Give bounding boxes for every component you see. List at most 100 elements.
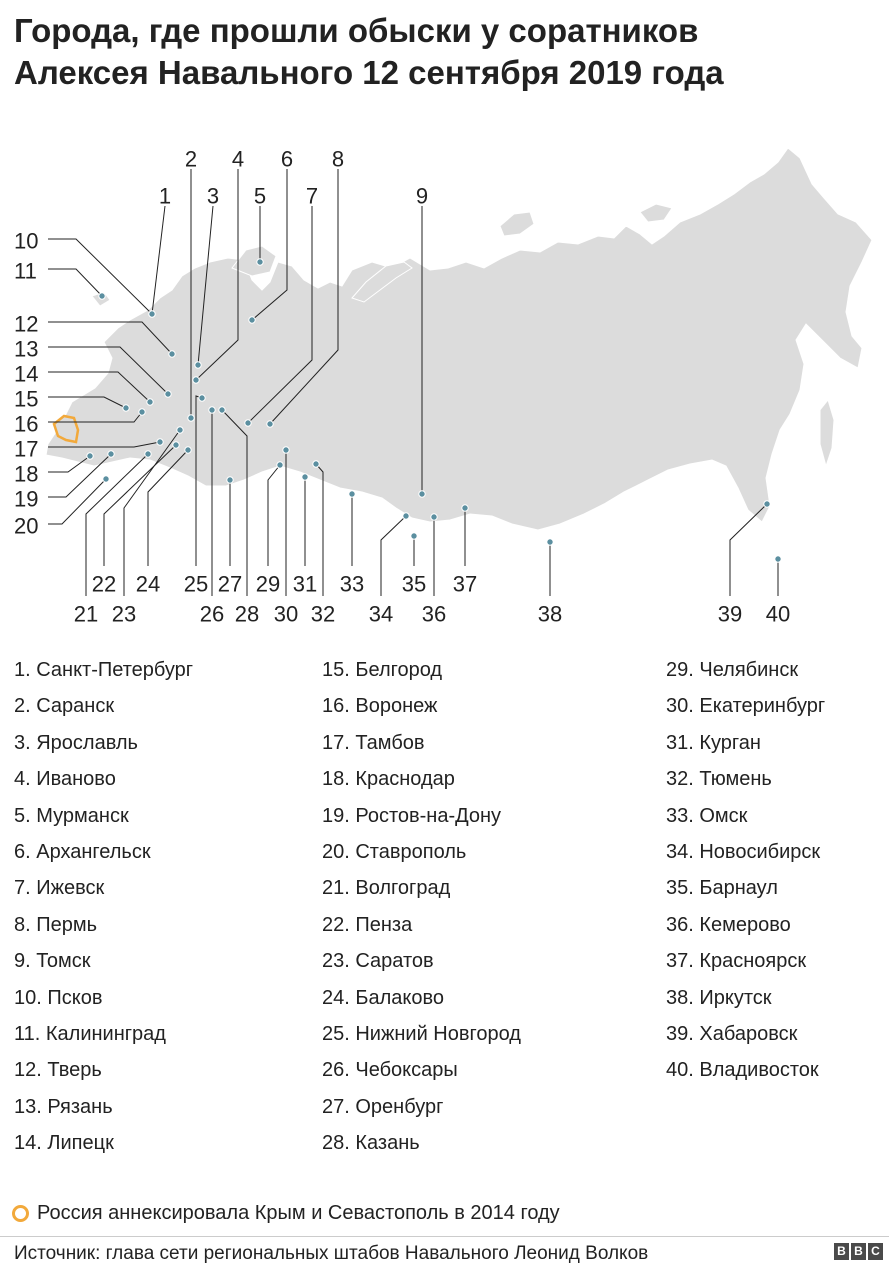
city-number-label: 6 bbox=[281, 147, 293, 172]
city-list-column-3: 29. Челябинск 30. Екатеринбург 31. Курган 3… bbox=[666, 656, 825, 1093]
city-number-label: 27 bbox=[218, 572, 242, 597]
map-area: 1 2 3 4 5 6 7 8 9 10 11 12 13 14 15 16 17 18 19 20 21 22 23 24 2… bbox=[0, 130, 889, 630]
city-list-item: 1. Санкт-Петербург bbox=[14, 659, 194, 681]
city-dot bbox=[144, 450, 152, 458]
city-number-label: 34 bbox=[369, 602, 393, 627]
city-number-label: 29 bbox=[256, 572, 280, 597]
city-number-label: 16 bbox=[14, 412, 38, 437]
city-list-item: 40. Владивосток bbox=[666, 1059, 819, 1082]
city-number-label: 23 bbox=[112, 602, 136, 627]
city-list-item: 31. Курган bbox=[666, 731, 761, 754]
city-number-label: 26 bbox=[200, 602, 224, 627]
new-siberian-islands bbox=[639, 203, 673, 223]
leader-line bbox=[729, 503, 768, 596]
city-list-item: 22. Пенза bbox=[322, 913, 413, 936]
footer-divider bbox=[0, 1236, 889, 1237]
city-dot bbox=[86, 452, 94, 460]
city-number-label: 15 bbox=[14, 387, 38, 412]
city-dot bbox=[187, 414, 195, 422]
city-dot bbox=[176, 426, 184, 434]
city-number-label: 35 bbox=[402, 572, 426, 597]
city-dot bbox=[184, 446, 192, 454]
city-number-label: 20 bbox=[14, 514, 38, 539]
city-dot bbox=[156, 438, 164, 446]
city-dot bbox=[430, 513, 438, 521]
city-dot bbox=[402, 512, 410, 520]
city-list-item: 20. Ставрополь bbox=[322, 840, 467, 863]
leader-line bbox=[267, 464, 281, 566]
city-dot bbox=[244, 419, 252, 427]
kola-peninsula bbox=[231, 245, 277, 277]
city-number-label: 7 bbox=[306, 184, 318, 209]
city-list-item: 32. Тюмень bbox=[666, 768, 772, 791]
city-list-column-1: 1. Санкт-Петербург 2. Саранск 3. Ярославль… bbox=[14, 656, 193, 1165]
title-line-2: Алексея Навального 12 сентября 2019 года bbox=[14, 54, 724, 91]
city-list-item: 2. Саранск bbox=[14, 695, 115, 718]
city-number-label: 21 bbox=[74, 602, 98, 627]
city-number-label: 2 bbox=[185, 147, 197, 172]
city-dot bbox=[410, 532, 418, 540]
leader-line bbox=[48, 411, 143, 423]
leader-line bbox=[151, 205, 166, 315]
city-list-item: 23. Саратов bbox=[322, 950, 434, 973]
city-list-item: 26. Чебоксары bbox=[322, 1059, 458, 1082]
city-list-item: 29. Челябинск bbox=[666, 659, 799, 681]
leader-line bbox=[247, 206, 313, 424]
bbc-logo-letter: B bbox=[834, 1243, 849, 1260]
city-list-item: 38. Иркутск bbox=[666, 986, 772, 1009]
city-number-label: 14 bbox=[14, 362, 38, 387]
city-dots bbox=[86, 258, 782, 563]
city-number-label: 9 bbox=[416, 184, 428, 209]
city-dot bbox=[172, 441, 180, 449]
leader-line bbox=[48, 441, 161, 448]
city-dot bbox=[301, 473, 309, 481]
city-number-label: 33 bbox=[340, 572, 364, 597]
city-dot bbox=[266, 420, 274, 428]
city-list-item: 35. Барнаул bbox=[666, 877, 778, 900]
leader-line bbox=[380, 515, 407, 596]
city-list-item: 12. Тверь bbox=[14, 1059, 102, 1082]
leader-line bbox=[197, 205, 214, 366]
leader-line bbox=[48, 455, 91, 473]
city-list-item: 18. Краснодар bbox=[322, 768, 455, 791]
city-list-item: 25. Нижний Новгород bbox=[322, 1022, 521, 1045]
city-list-item: 9. Томск bbox=[14, 950, 91, 973]
novaya-zemlya bbox=[351, 261, 413, 303]
city-list-item: 19. Ростов-на-Дону bbox=[322, 804, 502, 827]
city-dot bbox=[248, 316, 256, 324]
city-dot bbox=[348, 490, 356, 498]
city-list-item: 17. Тамбов bbox=[322, 731, 425, 754]
source-note: Источник: глава сети региональных штабов… bbox=[14, 1243, 649, 1264]
map-title: Города, где прошли обыски у соратников А… bbox=[14, 10, 874, 94]
bbc-logo-letter: C bbox=[868, 1243, 883, 1260]
city-number-label: 10 bbox=[14, 229, 38, 254]
city-dot bbox=[192, 376, 200, 384]
severnaya-zemlya bbox=[499, 211, 535, 237]
sakhalin-island bbox=[819, 398, 835, 468]
city-dot bbox=[276, 461, 284, 469]
city-number-label: 4 bbox=[232, 147, 244, 172]
leader-line bbox=[251, 169, 288, 321]
city-list-item: 16. Воронеж bbox=[322, 695, 438, 718]
city-number-label: 40 bbox=[766, 602, 790, 627]
city-list-item: 14. Липецк bbox=[14, 1132, 114, 1155]
city-dot bbox=[102, 475, 110, 483]
city-dot bbox=[256, 258, 264, 266]
city-dot bbox=[198, 394, 206, 402]
city-list-item: 36. Кемерово bbox=[666, 913, 791, 936]
city-number-label: 13 bbox=[14, 337, 38, 362]
city-dot bbox=[168, 350, 176, 358]
city-list-item: 5. Мурманск bbox=[14, 804, 129, 827]
city-dot bbox=[226, 476, 234, 484]
city-number-label: 22 bbox=[92, 572, 116, 597]
city-list-column-2: 15. Белгород 16. Воронеж 17. Тамбов 18. Кра… bbox=[322, 656, 521, 1165]
leader-line bbox=[269, 169, 339, 425]
title-line-1: Города, где прошли обыски у соратников bbox=[14, 12, 699, 49]
city-list-item: 28. Казань bbox=[322, 1132, 420, 1155]
city-number-label: 5 bbox=[254, 184, 266, 209]
city-dot bbox=[546, 538, 554, 546]
crimea-legend-marker-icon bbox=[12, 1205, 29, 1222]
crimea-legend-text: Россия аннексировала Крым и Севастополь … bbox=[37, 1202, 560, 1224]
